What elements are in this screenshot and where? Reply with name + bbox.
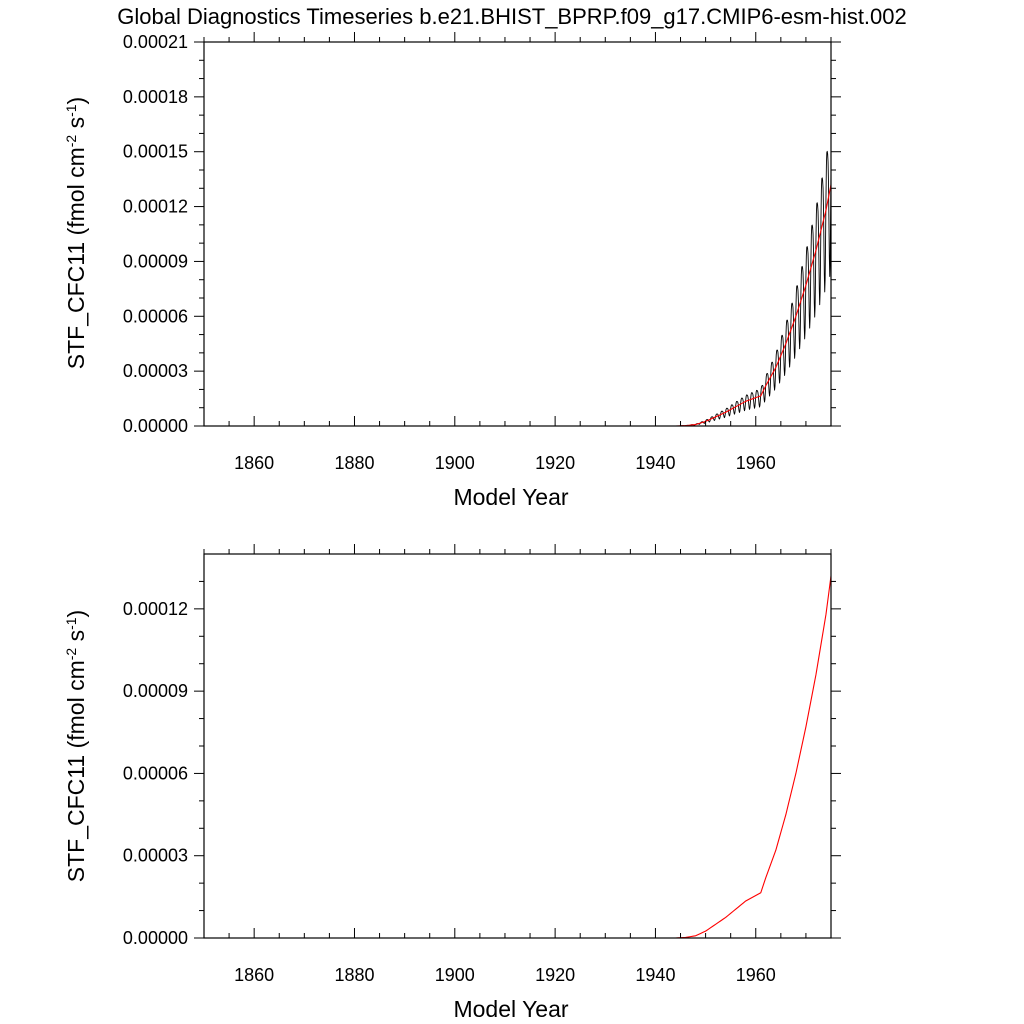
plot-frame (203, 41, 832, 427)
y-tick-label: 0.00006 (123, 306, 188, 326)
plot-area: 1860 1880 1900 1920 1940 1960 0.00000 0.00003 0.… (123, 32, 841, 473)
y-axis-label: STF_CFC11 (fmol cm-2 s-1) (63, 97, 89, 369)
series-line-monthly (204, 150, 831, 426)
y-axis-label-end: ) (63, 610, 89, 618)
x-tick-label: 1920 (535, 453, 575, 473)
y-axis-label-mid: s (63, 630, 89, 648)
y-axis-label-exp2: -1 (63, 104, 79, 117)
series-group (204, 150, 831, 426)
y-axis-label: STF_CFC11 (fmol cm-2 s-1) (63, 610, 89, 882)
y-axis-label-mid: s (63, 117, 89, 135)
y-axis-label-main: STF_CFC11 (fmol cm (63, 660, 89, 882)
chart-panel-top: 1860 1880 1900 1920 1940 1960 0.00000 0.00003 0.… (63, 32, 841, 510)
y-tick-label: 0.00003 (123, 846, 188, 866)
y-tick-label: 0.00000 (123, 416, 188, 436)
plot-area: 1860 1880 1900 1920 1940 1960 0.00000 0.00003 0.… (123, 544, 841, 985)
x-axis-label: Model Year (453, 484, 568, 510)
x-tick-label: 1940 (635, 965, 675, 985)
y-axis-label-end: ) (63, 97, 89, 105)
y-axis-label-exp1: -2 (63, 648, 79, 661)
y-tick-label: 0.00015 (123, 142, 188, 162)
x-tick-label: 1960 (736, 965, 776, 985)
y-axis-label-exp2: -1 (63, 617, 79, 630)
series-group (204, 575, 831, 938)
y-tick-label: 0.00000 (123, 928, 188, 948)
y-tick-label: 0.00012 (123, 599, 188, 619)
y-tick-label: 0.00009 (123, 251, 188, 271)
y-axis-label-main: STF_CFC11 (fmol cm (63, 147, 89, 369)
chart-panel-bottom: 1860 1880 1900 1920 1940 1960 0.00000 0.00003 0.… (63, 544, 841, 1022)
y-tick-label: 0.00021 (123, 32, 188, 52)
y-tick-label: 0.00009 (123, 681, 188, 701)
series-line-annual (204, 575, 831, 938)
x-tick-label: 1900 (435, 965, 475, 985)
y-tick-label: 0.00012 (123, 197, 188, 217)
x-tick-label: 1860 (234, 453, 274, 473)
x-axis-label: Model Year (453, 996, 568, 1022)
y-axis-label-exp1: -2 (63, 135, 79, 148)
x-tick-label: 1940 (635, 453, 675, 473)
series-line-annual (204, 184, 831, 426)
x-tick-label: 1960 (736, 453, 776, 473)
x-tick-label: 1920 (535, 965, 575, 985)
y-tick-label: 0.00006 (123, 763, 188, 783)
x-tick-label: 1900 (435, 453, 475, 473)
figure-title: Global Diagnostics Timeseries b.e21.BHIS… (117, 4, 907, 29)
plot-frame (203, 553, 832, 939)
y-tick-label: 0.00003 (123, 361, 188, 381)
y-tick-label: 0.00018 (123, 87, 188, 107)
x-tick-label: 1860 (234, 965, 274, 985)
x-tick-label: 1880 (334, 965, 374, 985)
x-tick-label: 1880 (334, 453, 374, 473)
